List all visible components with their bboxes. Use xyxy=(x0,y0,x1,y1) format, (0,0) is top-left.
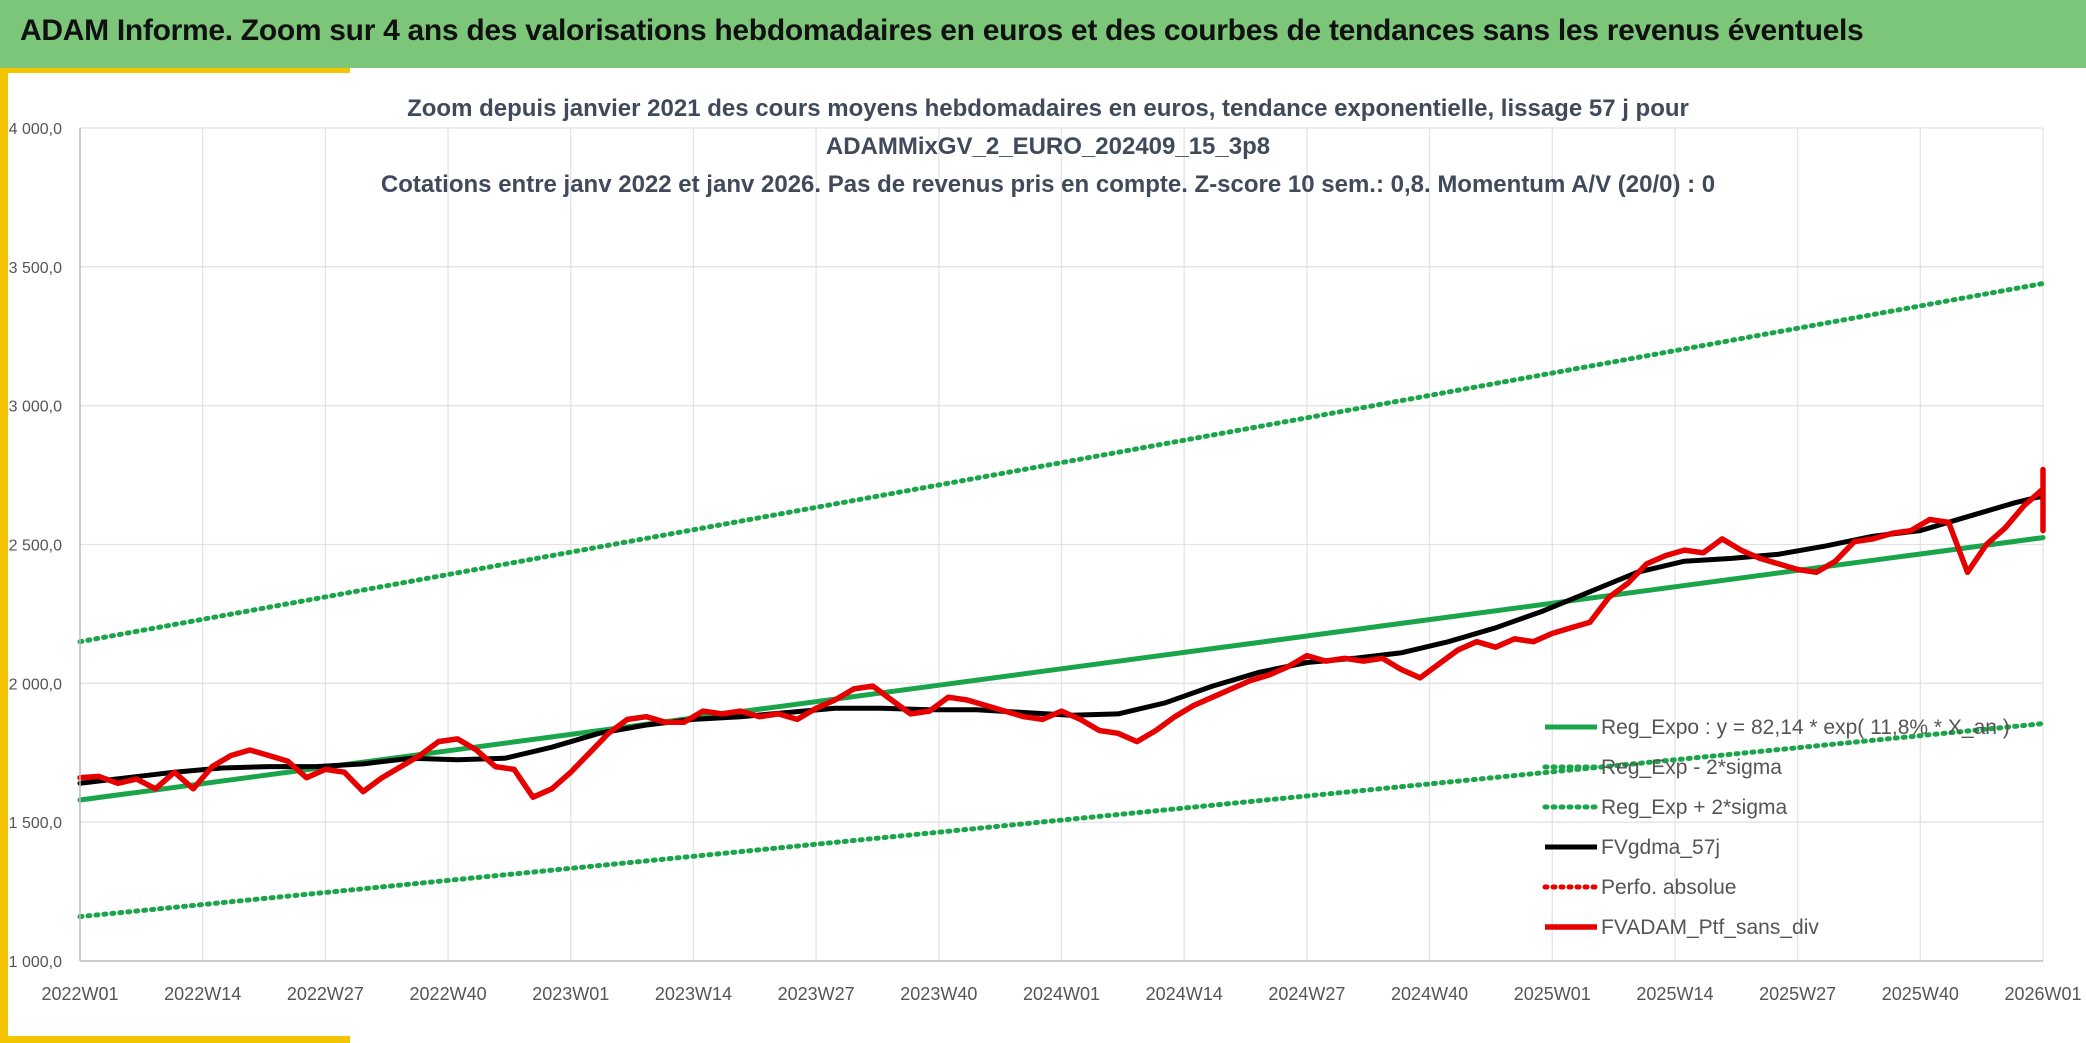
accent-strip-top xyxy=(0,68,350,73)
x-tick-label: 2023W27 xyxy=(778,984,855,1004)
x-tick-label: 2023W40 xyxy=(900,984,977,1004)
legend-label: FVgdma_57j xyxy=(1601,836,1720,859)
legend-label: Reg_Exp + 2*sigma xyxy=(1601,796,1788,819)
axis-layer: 1 000,0 1 500,0 2 000,0 2 500,0 3 000,0 3 500… xyxy=(9,121,2082,1004)
x-tick-label: 2023W01 xyxy=(532,984,609,1004)
y-tick-label: 3 000,0 xyxy=(9,399,62,416)
x-tick-label: 2025W40 xyxy=(1882,984,1959,1004)
accent-strip-left xyxy=(0,68,8,1043)
legend-label: Perfo. absolue xyxy=(1601,876,1736,899)
x-tick-label: 2025W01 xyxy=(1514,984,1591,1004)
chart-title: Zoom depuis janvier 2021 des cours moyen… xyxy=(381,95,1715,198)
series-line-reg-exp-2-sigma xyxy=(77,281,2046,645)
y-tick-label: 1 500,0 xyxy=(9,815,62,832)
chart-title-line: Zoom depuis janvier 2021 des cours moyen… xyxy=(407,95,1689,122)
y-tick-label: 3 500,0 xyxy=(9,260,62,277)
y-tick-label: 4 000,0 xyxy=(9,121,62,138)
y-tick-label: 1 000,0 xyxy=(9,954,62,971)
x-tick-label: 2025W14 xyxy=(1636,984,1713,1004)
x-tick-label: 2022W01 xyxy=(41,984,118,1004)
y-tick-label: 2 500,0 xyxy=(9,538,62,555)
series-line-fvadam-ptf-sans-div xyxy=(77,466,2046,800)
chart-title-line: Cotations entre janv 2022 et janv 2026. … xyxy=(381,171,1715,198)
x-tick-label: 2025W27 xyxy=(1759,984,1836,1004)
x-tick-label: 2022W40 xyxy=(410,984,487,1004)
x-tick-label: 2023W14 xyxy=(655,984,732,1004)
page-title: ADAM Informe. Zoom sur 4 ans des valoris… xyxy=(20,14,1864,47)
legend-label: Reg_Expo : y = 82,14 * exp( 11,8% * X_an… xyxy=(1601,716,2010,739)
series-line-reg-exp-2-sigma xyxy=(77,721,2046,920)
x-tick-label: 2024W01 xyxy=(1023,984,1100,1004)
y-tick-label: 2 000,0 xyxy=(9,676,62,693)
x-tick-label: 2024W14 xyxy=(1146,984,1223,1004)
series-line-fvgdma-57j xyxy=(77,492,2046,786)
grid-layer xyxy=(79,127,2044,962)
x-tick-label: 2022W27 xyxy=(287,984,364,1004)
legend-label: FVADAM_Ptf_sans_div xyxy=(1601,916,1819,939)
legend: Reg_Expo : y = 82,14 * exp( 11,8% * X_an… xyxy=(1542,716,2010,939)
x-tick-label: 2026W01 xyxy=(2004,984,2081,1004)
accent-strip-bottom xyxy=(0,1036,350,1043)
x-tick-label: 2024W27 xyxy=(1268,984,1345,1004)
x-tick-label: 2024W40 xyxy=(1391,984,1468,1004)
header-bar: ADAM Informe. Zoom sur 4 ans des valoris… xyxy=(0,0,2086,68)
legend-label: Reg_Exp - 2*sigma xyxy=(1601,756,1782,779)
series-layer xyxy=(77,281,2046,920)
x-tick-label: 2022W14 xyxy=(164,984,241,1004)
chart-title-line: ADAMMixGV_2_EURO_202409_15_3p8 xyxy=(826,133,1270,160)
